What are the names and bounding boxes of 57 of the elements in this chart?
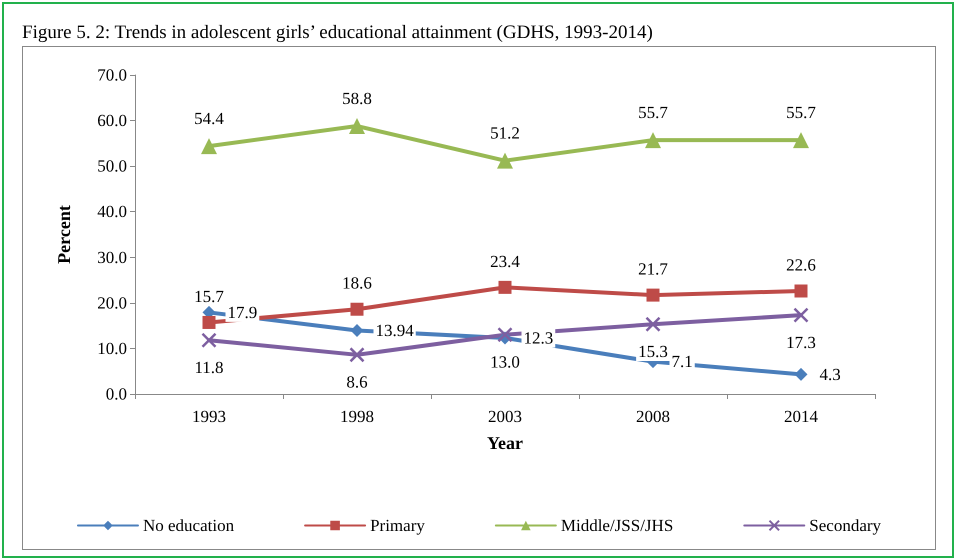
x-tick-label: 2014 xyxy=(784,407,818,426)
point xyxy=(349,347,365,363)
point xyxy=(793,132,809,148)
point xyxy=(350,324,364,337)
y-tick-label: 60.0 xyxy=(97,111,127,130)
point xyxy=(794,368,808,381)
data-label: 15.7 xyxy=(194,286,224,306)
point xyxy=(201,138,217,154)
data-label: 51.2 xyxy=(490,124,520,143)
data-label: 7.1 xyxy=(672,352,693,372)
point xyxy=(793,307,809,323)
data-label: 17.9 xyxy=(228,302,258,322)
data-label: 54.4 xyxy=(194,109,224,128)
data-label: 12.3 xyxy=(524,328,554,348)
x-tick-label: 1998 xyxy=(340,407,374,426)
data-label: 21.7 xyxy=(638,260,668,279)
point xyxy=(497,152,513,169)
y-tick-label: 0.0 xyxy=(106,384,127,404)
y-tick-label: 20.0 xyxy=(97,293,127,312)
point xyxy=(350,302,364,316)
point xyxy=(201,332,217,348)
data-label: 58.8 xyxy=(342,89,372,108)
point xyxy=(497,327,513,343)
data-label: 22.6 xyxy=(786,256,816,275)
chart-title: Figure 5. 2: Trends in adolescent girls’ educational attainment (GDHS, 1993-2014) xyxy=(22,22,653,44)
data-label: 15.3 xyxy=(638,342,668,362)
x-tick-label: 2008 xyxy=(636,407,670,426)
y-tick-label: 10.0 xyxy=(97,338,127,358)
point xyxy=(498,280,512,294)
x-tick-label: 2003 xyxy=(488,407,522,426)
legend-label: Secondary xyxy=(809,516,882,535)
point xyxy=(645,132,661,148)
y-tick-label: 50.0 xyxy=(97,156,127,176)
data-label: 13.94 xyxy=(376,320,414,340)
data-label: 4.3 xyxy=(820,364,841,384)
data-label: 18.6 xyxy=(342,274,372,293)
data-label: 23.4 xyxy=(490,252,520,271)
data-label: 55.7 xyxy=(638,103,668,122)
y-tick-label: 70.0 xyxy=(97,66,127,84)
legend-label: Primary xyxy=(370,516,426,535)
point xyxy=(202,316,216,329)
point xyxy=(645,316,661,332)
x-tick-label: 1993 xyxy=(192,407,226,426)
data-label: 17.3 xyxy=(786,332,816,352)
y-axis-title: Percent xyxy=(54,205,74,264)
data-label: 55.7 xyxy=(786,103,816,122)
y-tick-label: 40.0 xyxy=(97,202,127,222)
y-tick-label: 30.0 xyxy=(97,248,127,267)
point xyxy=(794,284,808,298)
x-axis-title: Year xyxy=(487,433,523,453)
point xyxy=(349,118,365,134)
legend-label: No education xyxy=(142,516,235,535)
data-label: 13.0 xyxy=(490,352,520,372)
data-label: 8.6 xyxy=(346,372,368,392)
legend-label: Middle/JSS/JHS xyxy=(560,516,674,535)
data-label: 11.8 xyxy=(194,358,224,377)
point xyxy=(646,288,660,302)
